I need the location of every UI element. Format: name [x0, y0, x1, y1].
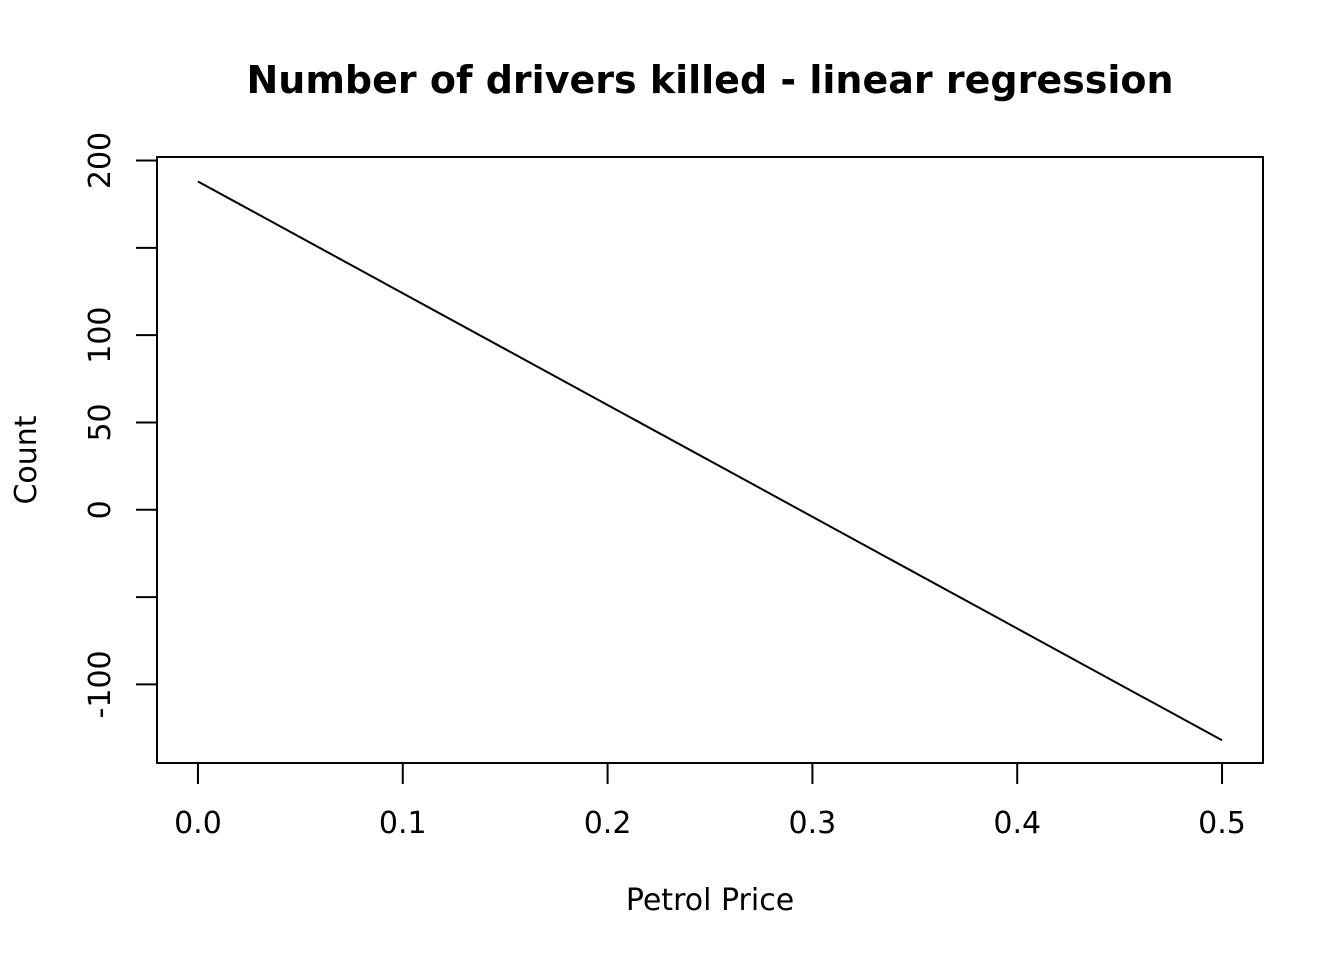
y-tick-label: 50	[83, 403, 118, 441]
x-tick-label: 0.0	[174, 806, 222, 841]
x-tick-label: 0.1	[379, 806, 427, 841]
x-tick-label: 0.3	[789, 806, 837, 841]
series-layer	[197, 180, 1223, 742]
plot-frame	[156, 156, 1264, 764]
x-axis: 0.0 0.1 0.2 0.3 0.4 0.5	[174, 763, 1246, 841]
y-axis: 200 100 50 0 -100	[83, 132, 157, 718]
x-axis-label: Petrol Price	[626, 883, 794, 918]
x-tick-label: 0.2	[584, 806, 632, 841]
regression-line	[197, 180, 1223, 742]
chart-title: Number of drivers killed - linear regres…	[246, 58, 1173, 102]
x-tick-label: 0.4	[993, 806, 1041, 841]
y-tick-label: 100	[83, 306, 118, 363]
y-axis-label: Count	[9, 415, 44, 504]
y-tick-label: 0	[83, 500, 118, 519]
y-tick-label: 200	[83, 132, 118, 189]
x-tick-label: 0.5	[1198, 806, 1246, 841]
y-tick-label: -100	[83, 650, 118, 718]
